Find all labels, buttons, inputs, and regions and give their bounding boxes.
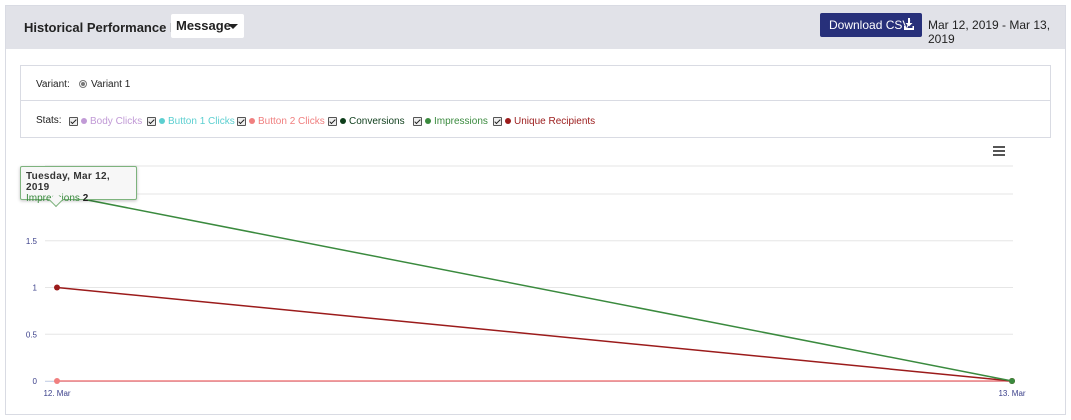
download-icon: [904, 18, 914, 30]
stat-label: Body Clicks: [90, 115, 143, 127]
filters-box: Variant: Variant 1 Stats: Body Clicks Bu…: [20, 65, 1051, 138]
y-tick-label: 0: [33, 377, 38, 386]
y-tick-label: 1: [33, 284, 38, 293]
date-range: Mar 12, 2019 - Mar 13, 2019: [928, 18, 1051, 46]
checkbox[interactable]: [237, 116, 246, 126]
series-dot: [340, 118, 346, 124]
series-line: [56, 193, 1013, 382]
series-point: [54, 378, 60, 384]
stat-label: Conversions: [349, 115, 405, 127]
checkbox[interactable]: [413, 116, 422, 126]
y-tick-label: 1.5: [26, 237, 38, 246]
tooltip-date: Tuesday, Mar 12, 2019: [26, 171, 110, 193]
chart-tooltip: Tuesday, Mar 12, 2019 Impressions 2: [20, 166, 137, 208]
stat-toggle-body-clicks[interactable]: Body Clicks: [69, 115, 142, 127]
panel-header: Historical Performance By Message Downlo…: [6, 6, 1065, 49]
stat-toggle-unique-recipients[interactable]: Unique Recipients: [493, 115, 595, 127]
checkbox[interactable]: [328, 116, 337, 126]
series-dot: [81, 118, 87, 124]
stat-label: Impressions: [434, 115, 488, 127]
variant-value: Variant 1: [91, 79, 131, 90]
group-by-dropdown[interactable]: Message: [171, 14, 244, 38]
series-dot: [249, 118, 255, 124]
variant-radio[interactable]: [79, 80, 87, 88]
stats-label: Stats:: [36, 115, 62, 126]
chart-menu-icon[interactable]: [993, 146, 1005, 156]
series-dot: [505, 118, 511, 124]
group-by-value: Message: [176, 18, 231, 33]
stat-label: Button 1 Clicks: [168, 115, 235, 127]
download-csv-button[interactable]: Download CSV: [820, 13, 922, 37]
checkbox[interactable]: [147, 116, 156, 126]
chevron-down-icon: [228, 24, 238, 29]
stat-toggle-button-2-clicks[interactable]: Button 2 Clicks: [237, 115, 325, 127]
variant-row: Variant: Variant 1: [21, 66, 1050, 101]
y-tick-label: 0.5: [26, 330, 38, 339]
checkbox[interactable]: [493, 116, 502, 126]
stat-label: Button 2 Clicks: [258, 115, 325, 127]
download-csv-label: Download CSV: [829, 18, 911, 32]
panel-title: Historical Performance By: [24, 20, 187, 35]
x-tick-label: 13. Mar: [998, 389, 1025, 398]
series-point: [54, 284, 60, 291]
variant-label: Variant:: [36, 79, 70, 90]
checkbox[interactable]: [69, 116, 78, 126]
historical-performance-panel: Historical Performance By Message Downlo…: [5, 5, 1066, 415]
series-point: [1009, 378, 1015, 384]
stat-toggle-impressions[interactable]: Impressions: [413, 115, 488, 127]
series-dot: [425, 118, 431, 124]
x-tick-label: 12. Mar: [43, 389, 70, 398]
series-dot: [159, 118, 165, 124]
stats-row: Stats: Body Clicks Button 1 Clicks Butto…: [21, 102, 1050, 138]
stat-label: Unique Recipients: [514, 115, 596, 127]
tooltip-value: 2: [82, 193, 89, 204]
stat-toggle-button-1-clicks[interactable]: Button 1 Clicks: [147, 115, 235, 127]
series-line: [56, 286, 1013, 382]
stat-toggle-conversions[interactable]: Conversions: [328, 115, 405, 127]
